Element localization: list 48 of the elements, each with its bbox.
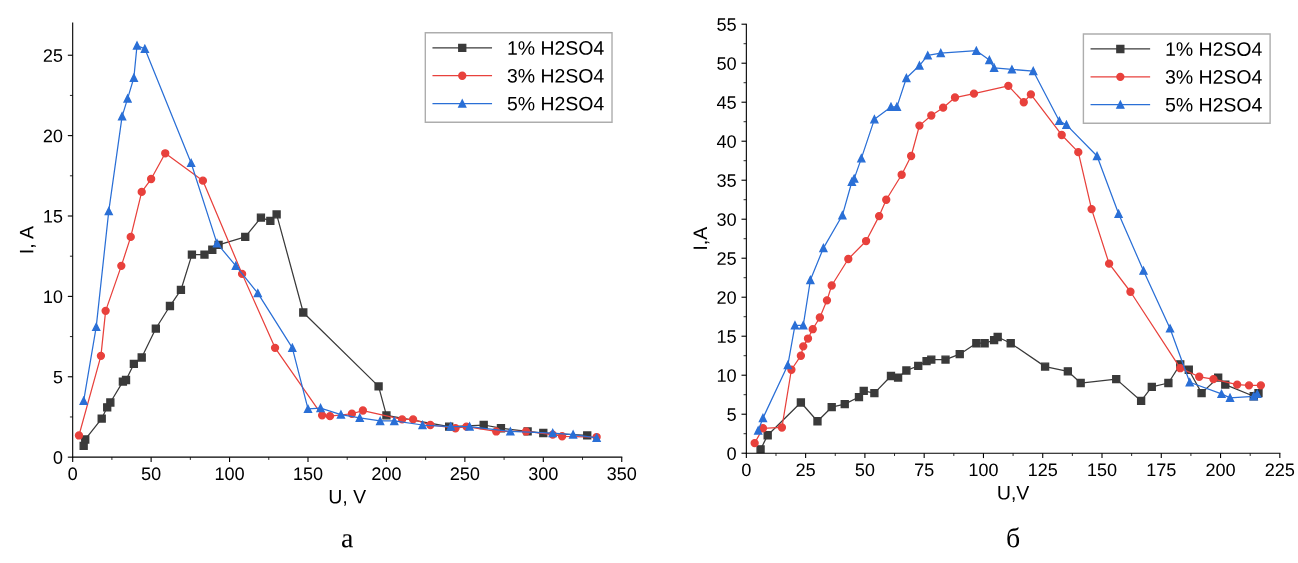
y-tick-label: 20 [43,129,63,143]
y-tick-label: 5 [727,408,736,421]
x-axis-title: U, V [329,489,367,506]
x-tick-label: 300 [528,467,558,481]
y-tick-label: 0 [727,447,736,460]
x-tick-label: 175 [1147,463,1176,477]
y-tick-label: 25 [717,252,736,265]
y-tick-label: 15 [717,330,736,343]
x-tick-label: 0 [742,463,751,477]
text: б [1007,527,1020,548]
y-tick-label: 45 [716,96,736,109]
x-tick-label: 100 [969,463,998,477]
y-tick-label: 30 [717,213,736,226]
text: а [342,534,353,548]
y-tick-label: 15 [44,210,63,223]
x-tick-label: 150 [1088,463,1117,477]
legend-label: 5% H2SO4 [1165,97,1262,112]
y-axis-title: I,A [693,226,710,249]
x-tick-label: 50 [141,467,161,481]
x-tick-label: 25 [796,463,815,477]
y-tick-label: 25 [43,49,63,62]
y-tick-label: 5 [53,370,63,384]
y-tick-label: 40 [716,135,736,148]
legend-label: 1% H2SO4 [508,41,604,55]
y-axis-title: I, A [19,226,36,253]
y-tick-label: 10 [44,290,63,304]
x-tick-label: 125 [1029,463,1058,477]
x-tick-label: 50 [855,463,875,477]
x-tick-label: 225 [1265,463,1295,477]
x-tick-label: 150 [294,467,323,481]
y-tick-label: 35 [717,174,736,187]
y-tick-label: 0 [53,451,63,464]
x-tick-label: 250 [450,467,480,481]
x-tick-label: 350 [607,467,637,481]
legend-label: 5% H2SO4 [507,96,604,111]
y-tick-label: 50 [717,57,736,70]
y-tick-label: 20 [717,291,736,304]
legend-label: 3% H2SO4 [1165,70,1262,84]
legend-label: 1% H2SO4 [1166,42,1262,56]
x-axis-title: U,V [998,486,1030,502]
x-tick-label: 75 [915,463,934,477]
x-tick-label: 0 [68,467,77,481]
x-tick-label: 200 [372,467,401,481]
x-tick-label: 200 [1206,463,1235,477]
y-tick-label: 55 [717,18,736,31]
legend-label: 3% H2SO4 [507,68,604,83]
y-tick-label: 10 [717,369,736,382]
x-tick-label: 100 [215,467,244,481]
